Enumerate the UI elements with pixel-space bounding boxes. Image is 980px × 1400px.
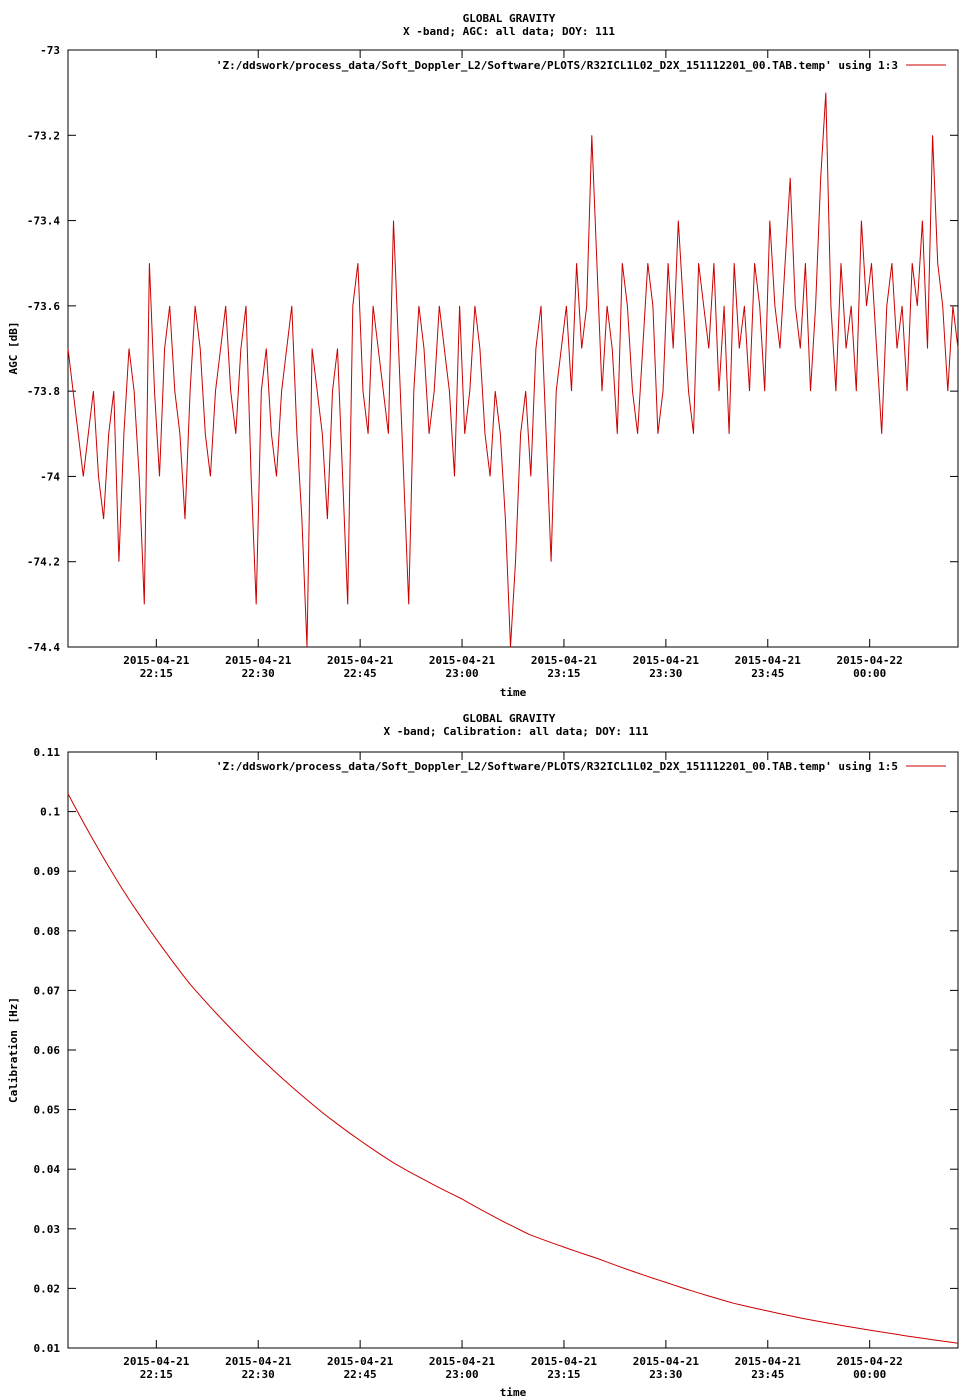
- agc-x-tick-date: 2015-04-21: [123, 654, 190, 667]
- calibration-y-tick-label: 0.04: [34, 1163, 61, 1176]
- agc-x-tick-time: 00:00: [853, 667, 886, 680]
- calibration-x-tick-time: 23:15: [547, 1368, 580, 1381]
- calibration-series-line: [67, 793, 959, 1344]
- calibration-x-axis: 2015-04-2122:152015-04-2122:302015-04-21…: [123, 752, 903, 1381]
- calibration-x-tick-time: 23:30: [649, 1368, 682, 1381]
- calibration-y-tick-label: 0.01: [34, 1342, 61, 1355]
- agc-chart-subtitle: X -band; AGC: all data; DOY: 111: [403, 25, 615, 38]
- agc-x-tick-time: 23:15: [547, 667, 580, 680]
- agc-legend: 'Z:/ddswork/process_data/Soft_Doppler_L2…: [216, 59, 946, 72]
- agc-x-tick-date: 2015-04-21: [735, 654, 802, 667]
- calibration-y-axis: 0.11 0.1 0.09 0.08 0.07 0.06 0.05 0.04 0.03 0.02 0…: [34, 746, 958, 1355]
- agc-y-tick-label: -74.4: [27, 641, 60, 654]
- agc-x-axis-label: time: [500, 686, 527, 699]
- agc-x-tick-date: 2015-04-21: [531, 654, 598, 667]
- agc-series-line: [67, 92, 959, 648]
- agc-x-tick-date: 2015-04-21: [429, 654, 496, 667]
- agc-x-tick-time: 23:45: [751, 667, 784, 680]
- agc-x-tick-date: 2015-04-21: [633, 654, 700, 667]
- calibration-legend: 'Z:/ddswork/process_data/Soft_Doppler_L2…: [216, 760, 946, 773]
- calibration-y-tick-label: 0.09: [34, 865, 61, 878]
- agc-y-tick-label: -73.2: [27, 129, 60, 142]
- agc-legend-label: 'Z:/ddswork/process_data/Soft_Doppler_L2…: [216, 59, 898, 72]
- calibration-x-tick-date: 2015-04-21: [429, 1355, 496, 1368]
- agc-chart-title: GLOBAL GRAVITY: [463, 12, 556, 25]
- calibration-plot-frame: [67, 751, 959, 1349]
- calibration-x-tick-time: 23:45: [751, 1368, 784, 1381]
- calibration-x-tick-date: 2015-04-21: [327, 1355, 394, 1368]
- calibration-x-tick-time: 22:30: [242, 1368, 275, 1381]
- agc-y-tick-label: -74.2: [27, 556, 60, 569]
- agc-y-tick-label: -73.4: [27, 215, 60, 228]
- agc-x-tick-time: 22:30: [242, 667, 275, 680]
- calibration-y-tick-label: 0.05: [34, 1104, 61, 1117]
- calibration-x-tick-date: 2015-04-21: [225, 1355, 292, 1368]
- calibration-x-axis-label: time: [500, 1386, 527, 1399]
- calibration-x-tick-time: 22:15: [140, 1368, 173, 1381]
- calibration-x-tick-date: 2015-04-21: [633, 1355, 700, 1368]
- agc-plot-frame: [67, 49, 959, 648]
- calibration-x-tick-date: 2015-04-21: [735, 1355, 802, 1368]
- agc-x-tick-date: 2015-04-21: [225, 654, 292, 667]
- agc-x-tick-time: 22:45: [344, 667, 377, 680]
- calibration-x-tick-date: 2015-04-22: [837, 1355, 903, 1368]
- agc-x-tick-date: 2015-04-21: [327, 654, 394, 667]
- calibration-y-tick-label: 0.02: [34, 1282, 61, 1295]
- calibration-y-axis-label: Calibration [Hz]: [7, 997, 20, 1103]
- agc-x-tick-time: 23:30: [649, 667, 682, 680]
- agc-y-tick-label: -73: [40, 44, 60, 57]
- agc-chart: GLOBAL GRAVITY X -band; AGC: all data; D…: [7, 12, 959, 699]
- agc-x-axis: 2015-04-2122:152015-04-2122:302015-04-21…: [123, 50, 903, 680]
- calibration-y-tick-label: 0.06: [34, 1044, 61, 1057]
- calibration-y-tick-label: 0.11: [34, 746, 61, 759]
- agc-y-axis-label: AGC [dB]: [7, 322, 20, 375]
- agc-y-tick-label: -73.8: [27, 385, 60, 398]
- calibration-y-tick-label: 0.03: [34, 1223, 61, 1236]
- agc-x-tick-date: 2015-04-22: [837, 654, 903, 667]
- calibration-y-tick-label: 0.08: [34, 925, 61, 938]
- calibration-y-tick-label: 0.07: [34, 984, 61, 997]
- calibration-y-tick-label: 0.1: [40, 806, 60, 819]
- calibration-chart-title: GLOBAL GRAVITY: [463, 712, 556, 725]
- agc-y-tick-label: -73.6: [27, 300, 60, 313]
- calibration-x-tick-date: 2015-04-21: [123, 1355, 190, 1368]
- calibration-x-tick-time: 23:00: [445, 1368, 478, 1381]
- calibration-chart-subtitle: X -band; Calibration: all data; DOY: 111: [384, 725, 649, 738]
- calibration-x-tick-time: 00:00: [853, 1368, 886, 1381]
- agc-y-tick-label: -74: [40, 470, 60, 483]
- calibration-legend-label: 'Z:/ddswork/process_data/Soft_Doppler_L2…: [216, 760, 898, 773]
- agc-x-tick-time: 22:15: [140, 667, 173, 680]
- calibration-chart: GLOBAL GRAVITY X -band; Calibration: all…: [7, 712, 959, 1399]
- agc-y-axis: -73 -73.2 -73.4 -73.6 -73.8 -74 -74.2 -74.4: [27, 44, 958, 654]
- agc-x-tick-time: 23:00: [445, 667, 478, 680]
- calibration-x-tick-time: 22:45: [344, 1368, 377, 1381]
- calibration-x-tick-date: 2015-04-21: [531, 1355, 598, 1368]
